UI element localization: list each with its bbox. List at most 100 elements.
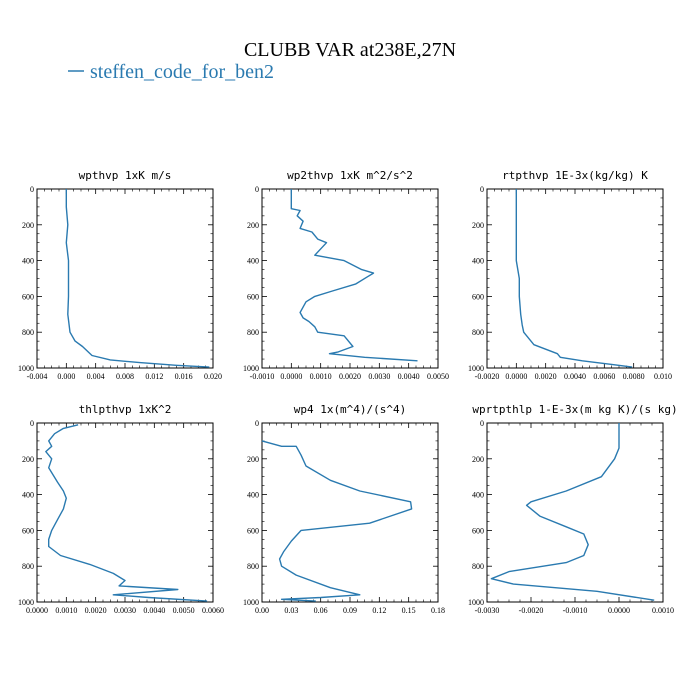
series-line [490, 423, 655, 601]
x-tick-label: 0.06 [314, 606, 328, 615]
y-tick-label: 0 [255, 419, 259, 428]
x-tick-label: 0.016 [175, 372, 193, 381]
y-tick-label: 600 [22, 292, 34, 301]
x-tick-label: -0.0020 [519, 606, 544, 615]
y-tick-label: 800 [247, 562, 259, 571]
legend-label: steffen_code_for_ben2 [90, 61, 274, 83]
y-tick-label: 200 [22, 455, 34, 464]
series-line [65, 189, 210, 368]
series-line [515, 189, 633, 368]
y-tick-label: 0 [480, 419, 484, 428]
y-tick-label: 1000 [243, 598, 259, 607]
y-tick-label: 400 [247, 491, 259, 500]
y-tick-label: 800 [22, 328, 34, 337]
panel-grid: wpthvp 1xK m/s-0.004 0.000 0.004 0.008 0.012… [18, 169, 678, 615]
y-tick-label: 200 [247, 221, 259, 230]
y-tick-label: 1000 [243, 364, 259, 373]
plot-frame [36, 188, 214, 369]
y-tick-label: 400 [247, 257, 259, 266]
x-tick-label: 0.0010 [652, 606, 674, 615]
x-tick-label: 0.008 [116, 372, 134, 381]
panel-1: wpthvp 1xK m/s -0.004 0.000 0.004 0.008 0.012… [18, 169, 222, 381]
x-tick-label: 0.15 [402, 606, 416, 615]
panel-title: wp2thvp 1xK m^2/s^2 [287, 169, 413, 182]
x-tick-label: 0.0010 [310, 372, 332, 381]
y-tick-label: 200 [472, 455, 484, 464]
figure-title: CLUBB VAR at238E,27N [244, 39, 456, 61]
y-tick-label: 400 [472, 491, 484, 500]
x-tick-label: 0.0040 [564, 372, 586, 381]
x-tick-label: 0.0040 [398, 372, 420, 381]
x-tick-label: 0.004 [87, 372, 105, 381]
panel-title: wpthvp 1xK m/s [79, 169, 172, 182]
x-tick-label: 0.020 [204, 372, 222, 381]
panel-title: wprtpthlp 1-E-3x(m kg K)/(s kg) [472, 403, 677, 416]
x-tick-label: -0.0010 [563, 606, 588, 615]
x-tick-label: 0.03 [284, 606, 298, 615]
y-tick-label: 600 [472, 292, 484, 301]
x-tick-label: 0.00 [255, 606, 269, 615]
x-tick-label: 0.18 [431, 606, 445, 615]
x-tick-label: 0.12 [372, 606, 386, 615]
y-tick-label: 200 [247, 455, 259, 464]
y-tick-label: 800 [247, 328, 259, 337]
series-line [45, 424, 208, 602]
y-tick-label: 400 [472, 257, 484, 266]
x-tick-label: 0.0030 [114, 606, 136, 615]
x-tick-label: 0.012 [145, 372, 163, 381]
x-tick-label: -0.0030 [475, 606, 500, 615]
y-tick-label: 600 [22, 526, 34, 535]
y-tick-label: 200 [472, 221, 484, 230]
y-tick-label: 0 [30, 185, 34, 194]
panel-3: rtpthvp 1E-3x(kg/kg) K -0.0020 0.0000 0.002… [468, 169, 672, 381]
y-tick-label: 800 [22, 562, 34, 571]
series-line [261, 440, 413, 602]
plot-frame [36, 422, 214, 603]
x-tick-label: -0.0020 [475, 372, 500, 381]
x-tick-label: 0.0020 [85, 606, 107, 615]
x-tick-label: 0.0060 [202, 606, 224, 615]
y-tick-label: 400 [22, 491, 34, 500]
x-tick-label: -0.0010 [250, 372, 275, 381]
x-tick-label: 0.0020 [535, 372, 557, 381]
x-tick-label: 0.0040 [143, 606, 165, 615]
panel-4: thlpthvp 1xK^2 0.0000 0.0010 0.0020 0.0030 0.… [18, 403, 224, 615]
panel-title: rtpthvp 1E-3x(kg/kg) K [502, 169, 648, 182]
panel-title: thlpthvp 1xK^2 [79, 403, 172, 416]
x-tick-label: 0.0020 [339, 372, 361, 381]
y-tick-label: 0 [480, 185, 484, 194]
y-tick-label: 1000 [468, 598, 484, 607]
y-tick-label: 800 [472, 328, 484, 337]
x-tick-label: 0.0050 [427, 372, 449, 381]
x-tick-label: 0.09 [343, 606, 357, 615]
panel-5: wp4 1x(m^4)/(s^4) 0.00 0.03 0.06 0.09 0.12 0.1… [243, 403, 445, 615]
x-tick-label: 0.0000 [280, 372, 302, 381]
panel-2: wp2thvp 1xK m^2/s^2 -0.0010 0.0000 0.0010 0.… [243, 169, 449, 381]
y-tick-label: 600 [472, 526, 484, 535]
x-tick-label: 0.0010 [55, 606, 77, 615]
x-tick-label: 0.010 [654, 372, 672, 381]
series-line [290, 189, 418, 362]
x-tick-label: 0.0030 [368, 372, 390, 381]
plot-frame [261, 188, 439, 369]
y-tick-label: 1000 [18, 364, 34, 373]
y-tick-label: 1000 [468, 364, 484, 373]
y-tick-label: 600 [247, 526, 259, 535]
y-tick-label: 800 [472, 562, 484, 571]
panel-title: wp4 1x(m^4)/(s^4) [294, 403, 407, 416]
plot-frame [486, 188, 664, 369]
y-tick-label: 600 [247, 292, 259, 301]
legend: steffen_code_for_ben2 [68, 61, 274, 83]
y-tick-label: 1000 [18, 598, 34, 607]
plot-frame [261, 422, 439, 603]
x-tick-label: 0.0080 [623, 372, 645, 381]
x-tick-label: 0.0050 [173, 606, 195, 615]
x-tick-label: 0.0060 [593, 372, 615, 381]
x-tick-label: 0.0000 [26, 606, 48, 615]
x-tick-label: 0.0000 [608, 606, 630, 615]
x-tick-label: 0.000 [57, 372, 75, 381]
x-tick-label: 0.0000 [505, 372, 527, 381]
panel-6: wprtpthlp 1-E-3x(m kg K)/(s kg) -0.0030 -0… [468, 403, 678, 615]
y-tick-label: 0 [30, 419, 34, 428]
